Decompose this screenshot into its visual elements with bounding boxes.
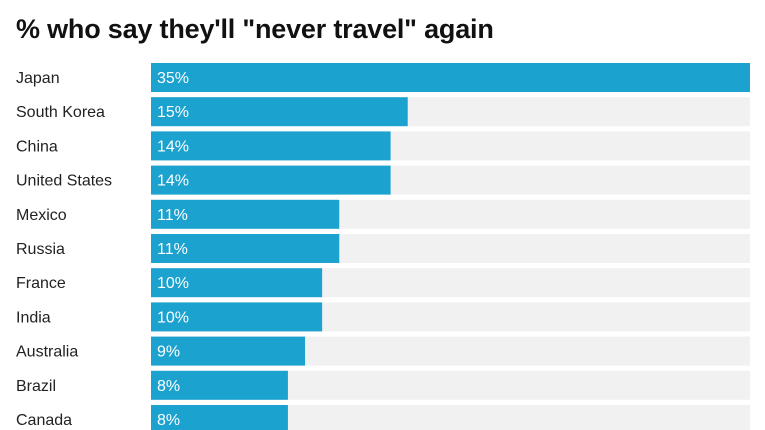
category-label-brazil: Brazil: [16, 378, 56, 395]
value-label-france: 10%: [157, 275, 189, 292]
value-label-australia: 9%: [157, 344, 180, 361]
bar-russia: [151, 234, 340, 263]
bar-france: [151, 268, 323, 298]
bar-india: [151, 302, 323, 332]
bar-brazil: [151, 370, 288, 400]
bar-south-korea: [151, 97, 408, 127]
value-label-japan: 35%: [157, 70, 189, 87]
bar-australia: [151, 336, 306, 366]
value-label-canada: 8%: [157, 412, 180, 429]
bar-china: [151, 131, 391, 161]
value-label-russia: 11%: [157, 241, 188, 258]
chart-title: % who say they'll "never travel" again: [16, 14, 494, 44]
bar-mexico: [151, 199, 340, 229]
value-label-india: 10%: [157, 309, 189, 326]
category-label-india: India: [16, 309, 51, 326]
category-label-mexico: Mexico: [16, 207, 67, 224]
bar-united-states: [151, 165, 391, 195]
category-label-france: France: [16, 275, 66, 292]
category-label-united-states: United States: [16, 173, 112, 190]
category-label-russia: Russia: [16, 241, 65, 258]
bar-japan: [151, 63, 750, 92]
value-label-south-korea: 15%: [157, 104, 189, 121]
category-label-china: China: [16, 138, 58, 155]
value-label-china: 14%: [157, 138, 189, 155]
category-label-canada: Canada: [16, 412, 72, 429]
category-label-south-korea: South Korea: [16, 104, 105, 121]
value-label-united-states: 14%: [157, 173, 189, 190]
value-label-mexico: 11%: [157, 207, 188, 224]
value-label-brazil: 8%: [157, 378, 180, 395]
bar-canada: [151, 405, 288, 430]
category-label-japan: Japan: [16, 70, 60, 87]
category-label-australia: Australia: [16, 344, 78, 361]
